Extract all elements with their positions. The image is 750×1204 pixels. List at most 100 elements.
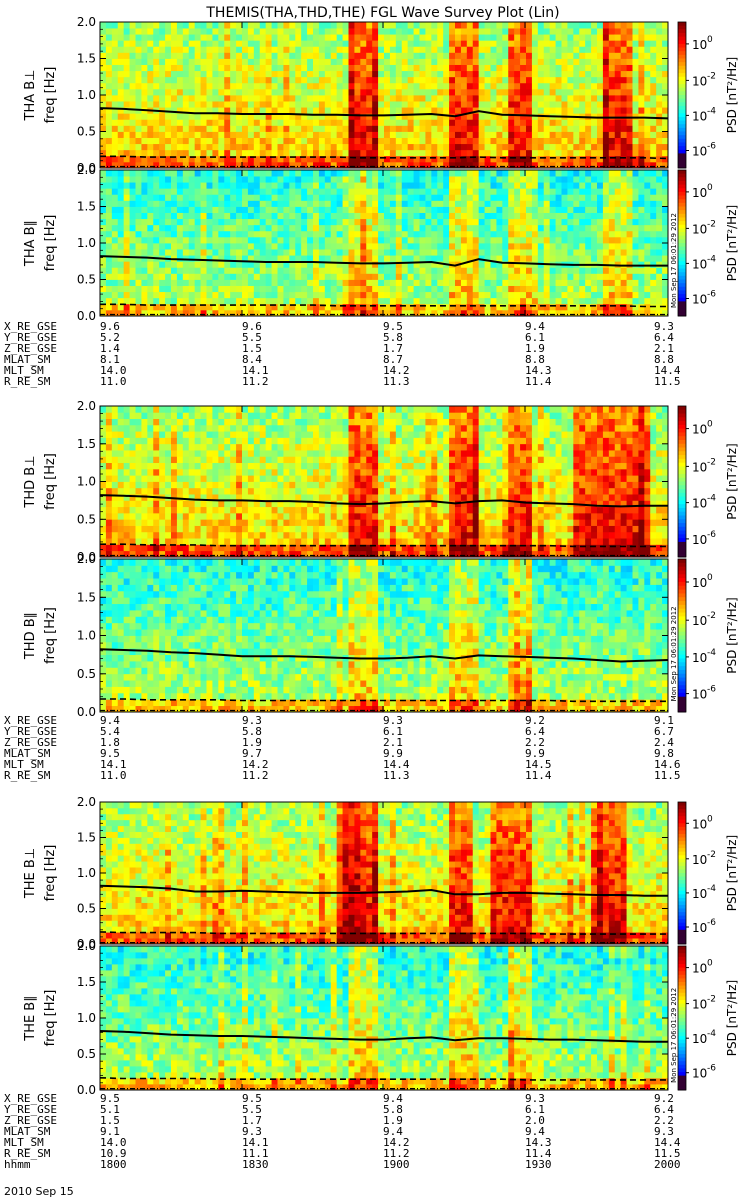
colorbar-tick-exp: -6 [707, 1064, 716, 1074]
colorbar-label: PSD [nT²/Hz] [725, 57, 739, 133]
y-tick-label: 0.5 [77, 1047, 96, 1061]
colorbar-tick-base: 10 [692, 109, 707, 123]
y-tick-label: 1.0 [77, 629, 96, 643]
colorbar-tick-base: 10 [692, 1067, 707, 1081]
y-tick-label: 1.0 [77, 1011, 96, 1025]
ephemeris-value: 11.3 [383, 375, 410, 388]
colorbar-tick-base: 10 [692, 998, 707, 1012]
y-tick-label: 1.0 [77, 866, 96, 880]
colorbar-tick-base: 10 [692, 576, 707, 590]
colorbar-tick-base: 10 [692, 1032, 707, 1046]
y-tick-label: 0.5 [77, 512, 96, 526]
colorbar-tick-exp: 0 [707, 183, 713, 193]
generation-timestamp: Mon Sep 17 06:01:29 2012 [670, 606, 678, 701]
colorbar-tick-exp: -4 [707, 648, 716, 658]
colorbar-label: PSD [nT²/Hz] [725, 597, 739, 673]
y-axis-unit: freq [Hz] [43, 215, 58, 272]
y-tick-label: 2.0 [77, 399, 96, 413]
colorbar-tick-exp: -2 [707, 71, 716, 81]
spectrogram-cells [100, 170, 668, 316]
y-tick-label: 0.0 [77, 309, 96, 323]
ephemeris-row-label: R_RE_SM [4, 769, 51, 782]
figure-title: THEMIS(THA,THD,THE) FGL Wave Survey Plot… [205, 5, 559, 21]
colorbar-tick-base: 10 [692, 257, 707, 271]
colorbar-tick-base: 10 [692, 887, 707, 901]
ephemeris-value: 11.2 [242, 769, 269, 782]
colorbar-tick-exp: -4 [707, 254, 716, 264]
colorbar-tick-base: 10 [692, 533, 707, 547]
colorbar-tick-base: 10 [692, 614, 707, 628]
colorbar-tick-base: 10 [692, 145, 707, 159]
generation-timestamp: Mon Sep 17 06:01:29 2012 [670, 988, 678, 1083]
ephemeris-value: 11.0 [100, 769, 127, 782]
colorbar-tick-base: 10 [692, 38, 707, 52]
y-tick-label: 1.5 [77, 590, 96, 604]
colorbar-tick-base: 10 [692, 186, 707, 200]
colorbar-tick-exp: 0 [707, 959, 713, 969]
spectrogram-cells [100, 406, 668, 557]
y-axis-unit: freq [Hz] [43, 990, 58, 1047]
y-tick-label: 1.5 [77, 975, 96, 989]
y-axis-unit: freq [Hz] [43, 607, 58, 664]
colorbar-tick-exp: -2 [707, 457, 716, 467]
colorbar-tick-exp: -2 [707, 995, 716, 1005]
y-tick-label: 0.5 [77, 902, 96, 916]
spectrogram-cells [100, 802, 668, 944]
colorbar-tick-base: 10 [692, 74, 707, 88]
colorbar-tick-exp: -2 [707, 850, 716, 860]
y-tick-label: 1.0 [77, 88, 96, 102]
y-tick-label: 0.0 [77, 1083, 96, 1097]
spectrogram-cells [100, 946, 668, 1090]
y-axis-unit: freq [Hz] [43, 845, 58, 902]
colorbar-label: PSD [nT²/Hz] [725, 443, 739, 519]
y-tick-label: 0.5 [77, 667, 96, 681]
ephemeris-value: 11.2 [242, 375, 269, 388]
y-axis-label: THD B⊥ [23, 455, 38, 508]
colorbar-tick-exp: 0 [707, 814, 713, 824]
y-tick-label: 1.0 [77, 475, 96, 489]
colorbar-tick-base: 10 [692, 293, 707, 307]
y-tick-label: 2.0 [77, 552, 96, 566]
y-tick-label: 1.5 [77, 831, 96, 845]
colorbar-tick-base: 10 [692, 688, 707, 702]
y-axis-unit: freq [Hz] [43, 453, 58, 510]
colorbar-tick-base: 10 [692, 497, 707, 511]
y-tick-label: 2.0 [77, 15, 96, 29]
colorbar-tick-exp: -6 [707, 685, 716, 695]
y-axis-unit: freq [Hz] [43, 67, 58, 124]
colorbar-label: PSD [nT²/Hz] [725, 835, 739, 911]
colorbar-tick-exp: 0 [707, 420, 713, 430]
ephemeris-value: 11.4 [525, 375, 552, 388]
colorbar-tick-base: 10 [692, 651, 707, 665]
ephemeris-value: 11.0 [100, 375, 127, 388]
y-axis-label: THE B⊥ [23, 848, 38, 899]
y-tick-label: 0.0 [77, 705, 96, 719]
ephemeris-value: 1830 [242, 1158, 269, 1171]
colorbar-tick-exp: -4 [707, 884, 716, 894]
ephemeris-value: 2000 [654, 1158, 681, 1171]
colorbar-tick-exp: 0 [707, 35, 713, 45]
colorbar-label: PSD [nT²/Hz] [725, 205, 739, 281]
colorbar-tick-exp: -6 [707, 142, 716, 152]
y-tick-label: 1.5 [77, 437, 96, 451]
spectrogram-cells [100, 22, 668, 168]
ephemeris-value: 11.3 [383, 769, 410, 782]
colorbar-label: PSD [nT²/Hz] [725, 980, 739, 1056]
ephemeris-value: 11.5 [654, 769, 681, 782]
colorbar-tick-base: 10 [692, 962, 707, 976]
y-tick-label: 2.0 [77, 163, 96, 177]
